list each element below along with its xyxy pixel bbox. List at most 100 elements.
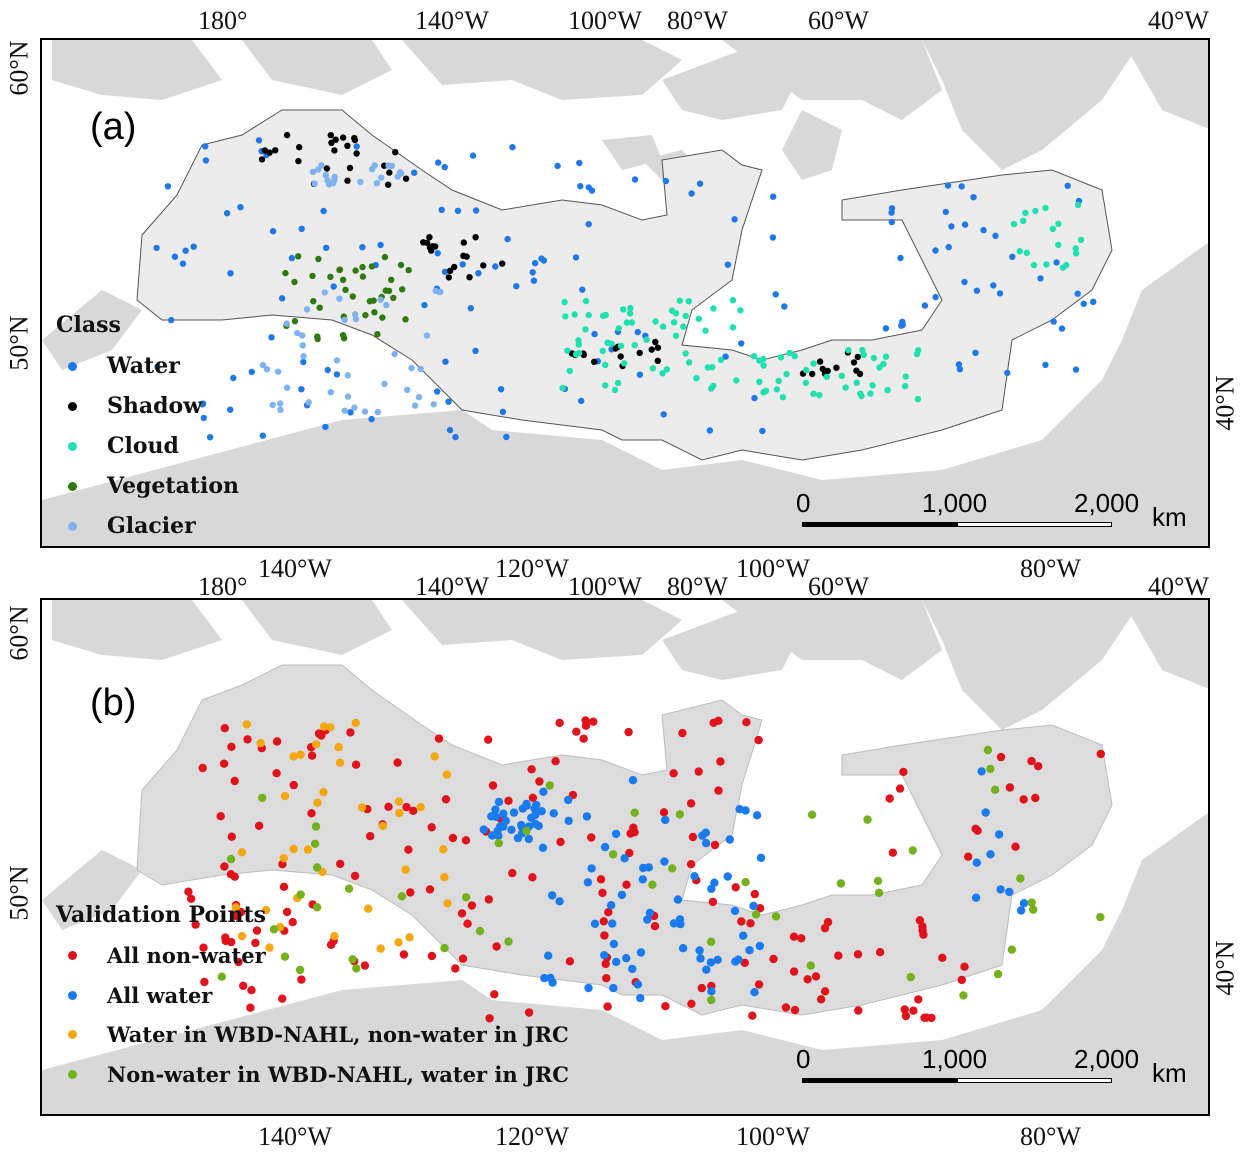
- panel-a-water-point: [199, 401, 206, 408]
- panel-b-nonwater-wbd-point: [906, 972, 915, 982]
- panel-a-glacier-point: [351, 404, 358, 411]
- panel-a-cloud-point: [649, 365, 657, 372]
- panel-b-all-non-water-point: [307, 751, 317, 760]
- panel-b-all-non-water-point: [508, 868, 517, 878]
- panel-b-all-non-water-point: [687, 999, 696, 1008]
- panel-a-cloud-point: [859, 346, 866, 354]
- panel-a-cloud-point: [685, 359, 693, 366]
- panel-a-water-point: [377, 241, 384, 249]
- panel-a-water-point: [921, 302, 929, 309]
- panel-a-water-point: [248, 368, 255, 376]
- panel-a-shadow-point: [816, 358, 824, 365]
- panel-a-water-point: [990, 282, 997, 289]
- panel-b-all-non-water-point: [457, 909, 467, 918]
- panel-b-all-non-water-point: [731, 883, 740, 892]
- panel-b-water-wbd-point: [326, 723, 335, 732]
- panel-b-land: [42, 600, 1208, 1114]
- panel-b-water-wbd-point: [395, 808, 404, 818]
- panel-b-nonwater-wbd-point: [397, 892, 407, 901]
- panel-a-cloud-point: [571, 311, 578, 318]
- panel-b-all-non-water-point: [467, 901, 477, 910]
- panel-a-shadow-point: [331, 147, 338, 154]
- panel-a-cloud-point: [1016, 248, 1023, 255]
- panel-a-cloud-point: [791, 353, 798, 360]
- panel-b-all-non-water-point: [227, 832, 236, 841]
- panel-b-all-non-water-point: [289, 780, 298, 790]
- panel-a-cloud-point: [773, 386, 781, 393]
- panel-a-glacier-point: [341, 316, 348, 324]
- panel-a-cloud-point: [777, 354, 785, 361]
- panel-a-shadow-point: [386, 169, 393, 176]
- panel-b-all-non-water-point: [1005, 783, 1015, 792]
- panel-a-right-label-40n: 40°N: [1210, 375, 1240, 431]
- scale-label-2000: 2,000: [1074, 488, 1140, 518]
- panel-a-water-point: [1090, 298, 1097, 305]
- panel-b-all-non-water-point: [556, 837, 565, 847]
- panel-a-shadow-point: [466, 274, 473, 281]
- panel-a-cloud-point: [599, 347, 606, 355]
- panel-a-water-point: [958, 183, 965, 190]
- panel-a-vegetation-point: [368, 263, 376, 270]
- panel-b-all-water-point: [539, 787, 548, 796]
- panel-a-vegetation-point: [309, 272, 316, 280]
- panel-a-shadow-point: [344, 177, 351, 184]
- panel-b-all-water-point: [622, 954, 631, 963]
- panel-a-vegetation-point: [371, 309, 378, 316]
- panel-a-water-point: [411, 169, 418, 176]
- panel-b-nonwater-wbd-point: [310, 839, 320, 848]
- panel-b-all-water-point: [633, 980, 643, 989]
- panel-a-vegetation-point: [359, 263, 366, 271]
- panel-b-all-non-water-point: [425, 885, 435, 894]
- panel-a-water-point: [636, 371, 644, 378]
- panel-b-all-non-water-point: [781, 1003, 791, 1012]
- panel-b-left-label-50n: 50°N: [4, 865, 34, 921]
- panel-b-all-non-water-point: [622, 880, 631, 889]
- panel-a-water-point: [320, 207, 327, 215]
- panel-a-water-point: [227, 270, 234, 277]
- panel-b-all-water-point: [981, 808, 990, 817]
- panel-a-vegetation-point: [291, 318, 299, 325]
- panel-b-all-water-point: [636, 993, 645, 1003]
- panel-b-bottom-label-100w: 100°W: [736, 1122, 810, 1151]
- panel-a-cloud-point: [760, 355, 767, 363]
- panel-a-shadow-point: [833, 364, 840, 371]
- panel-b-top-label-180: 180°: [198, 572, 248, 601]
- panel-a-cloud-point: [1072, 245, 1079, 252]
- panel-b-all-water-point: [600, 842, 610, 852]
- panel-a-water-point: [980, 226, 987, 234]
- panel-a-shadow-point: [385, 181, 392, 188]
- panel-b-water-wbd-point: [280, 791, 290, 801]
- panel-a-water-point: [944, 182, 952, 189]
- panel-a-water-point: [1074, 290, 1081, 297]
- panel-a-cloud-point: [838, 372, 845, 379]
- panel-b-all-water-point: [609, 983, 618, 993]
- panel-b-study-area: [136, 664, 1113, 1016]
- panel-a-study-area: [136, 109, 1113, 461]
- panel-a-glacier-point: [408, 364, 415, 372]
- panel-b-water-wbd-point: [319, 788, 328, 797]
- panel-b-all-non-water-point: [434, 734, 444, 743]
- panel-a-glacier-point: [378, 174, 385, 181]
- panel-a-cloud-point: [786, 349, 793, 357]
- panel-b-nonwater-wbd-point: [751, 910, 761, 919]
- panel-b-all-water-point: [755, 941, 764, 951]
- panel-b-water-wbd-point: [351, 718, 360, 728]
- panel-b-all-non-water-point: [492, 942, 501, 951]
- panel-a-water-point: [323, 244, 330, 251]
- panel-b-nonwater-wbd-point: [1027, 898, 1036, 907]
- panel-a-glacier-point: [299, 342, 306, 349]
- panel-b-all-non-water-point: [490, 990, 499, 999]
- panel-b-all-water-point: [606, 901, 616, 910]
- panel-a-water-point: [353, 143, 360, 150]
- panel-a-vegetation-point: [399, 286, 406, 293]
- panel-a-glacier-point: [327, 389, 334, 396]
- panel-b-all-water-point: [986, 850, 995, 859]
- panel-b-all-water-point: [540, 973, 549, 983]
- panel-b-all-water-point: [636, 948, 646, 957]
- panel-b-all-non-water-point: [669, 769, 678, 778]
- panel-b-all-non-water-point: [604, 908, 613, 917]
- panel-a-cloud-point: [663, 366, 671, 373]
- panel-b-all-non-water-point: [216, 812, 225, 821]
- panel-b-water-wbd-point: [289, 752, 298, 761]
- panel-a-cloud-point: [729, 297, 737, 304]
